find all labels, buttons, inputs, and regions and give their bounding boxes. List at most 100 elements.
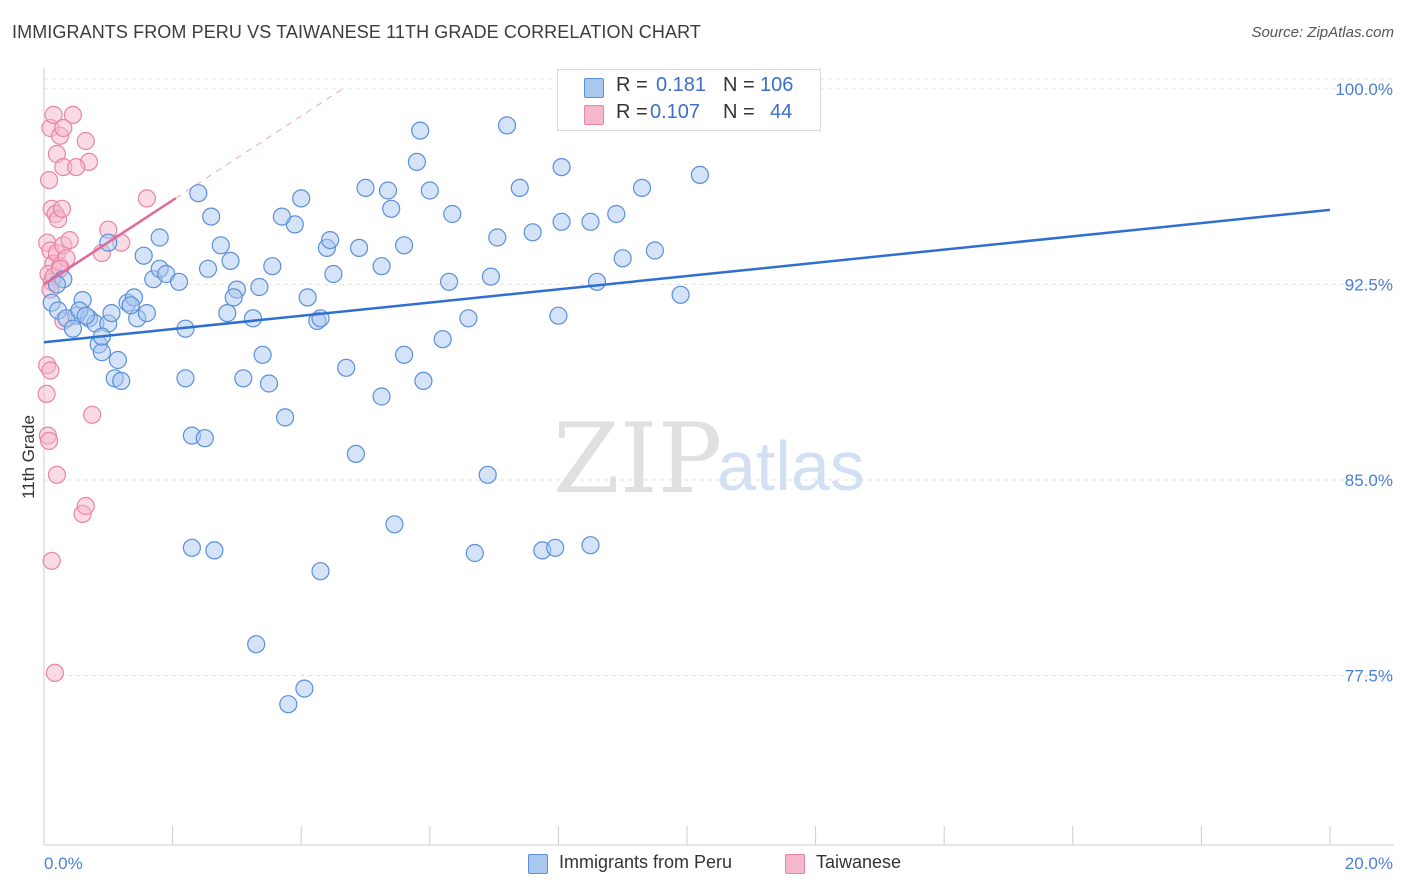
peru-point [311,562,330,581]
peru-point [671,285,690,304]
peru-point [382,199,401,218]
peru-point [198,259,218,278]
peru-legend-label: Immigrants from Peru [559,852,733,872]
peru-point [510,178,529,197]
taiwanese-points [37,105,156,683]
peru-point [337,358,356,377]
watermark: ZIP atlas [553,403,865,515]
taiwanese-point [41,361,60,380]
peru-point [645,241,665,260]
peru-point [395,236,414,255]
y-tick-label: 100.0% [1335,80,1393,99]
peru-point [63,319,83,338]
taiwanese-point [42,551,61,570]
peru-point [581,212,600,231]
peru-point [465,543,484,563]
peru-point [211,236,230,255]
peru-point [378,181,398,200]
peru-point [372,257,391,276]
peru-point [459,309,478,328]
peru-point [259,374,279,393]
y-axis-label: 11th Grade [19,415,38,499]
peru-point [234,369,253,388]
peru-point [189,184,208,203]
taiwanese-point [83,405,102,424]
peru-point [346,444,365,463]
peru-points [42,116,710,714]
taiwanese-point [67,158,86,177]
peru-point [549,306,568,325]
peru-point [182,538,201,557]
peru-point [478,465,497,484]
peru-swatch [584,78,604,98]
peru-point [224,288,243,307]
peru-point [523,223,542,242]
peru-point [546,538,565,557]
peru-point [420,181,439,200]
peru-point [295,679,314,698]
taiwanese-point [60,231,79,250]
peru-point [279,695,298,714]
taiwanese-point [137,189,156,208]
peru-point [581,536,600,555]
axes [43,68,1394,846]
taiwanese-point [45,663,65,683]
peru-legend-swatch [528,854,548,874]
peru-point [202,207,221,226]
taiwanese-point [37,384,56,403]
peru-point [324,264,343,284]
taiwanese-point [39,431,59,450]
peru-point [205,541,224,560]
peru-point [243,309,263,328]
taiwanese-trend-extension [175,86,347,199]
peru-point [76,306,95,325]
peru-point [292,189,311,208]
taiwanese-point [54,118,73,138]
peru-point [407,152,426,171]
peru-point [276,408,295,427]
peru-point [350,238,369,257]
taiwanese-n-value: 44 [770,101,793,123]
n-label: N = [723,74,755,96]
taiwanese-legend-label: Taiwanese [816,852,902,872]
peru-point [253,345,272,364]
peru-point [121,296,140,315]
peru-point [169,272,189,291]
n-label: N = [723,101,755,123]
peru-point [92,343,112,362]
peru-point [440,272,459,291]
peru-point [321,231,340,250]
peru-point [552,212,571,231]
peru-point [414,371,433,390]
peru-point [552,158,571,177]
taiwanese-point [47,465,67,484]
peru-point [250,277,269,297]
peru-trend-line [43,208,1331,344]
y-tick-label: 77.5% [1345,667,1393,686]
peru-point [395,345,414,364]
trend-lines [43,86,1331,344]
peru-point [443,204,462,224]
peru-point [411,121,430,140]
chart-title: IMMIGRANTS FROM PERU VS TAIWANESE 11TH G… [12,22,701,42]
peru-point [356,178,375,197]
y-tick-label: 85.0% [1345,471,1393,490]
taiwanese-point [76,496,95,516]
y-tick-label: 92.5% [1345,275,1393,294]
peru-n-value: 106 [760,74,794,96]
peru-point [195,429,214,448]
watermark-zip: ZIP [553,403,722,515]
peru-point [690,165,710,184]
tick-labels: 100.0% 92.5% 85.0% 77.5% 0.0% 20.0% [44,80,1393,873]
peru-point [481,267,500,286]
taiwanese-legend-swatch [785,854,805,874]
taiwanese-point [63,105,83,125]
taiwanese-point [44,105,63,125]
peru-point [218,304,237,323]
taiwanese-swatch [584,105,604,125]
peru-point [385,515,404,534]
taiwanese-point [76,131,95,151]
peru-point [176,369,195,388]
taiwanese-r-value: 0.107 [650,101,701,123]
